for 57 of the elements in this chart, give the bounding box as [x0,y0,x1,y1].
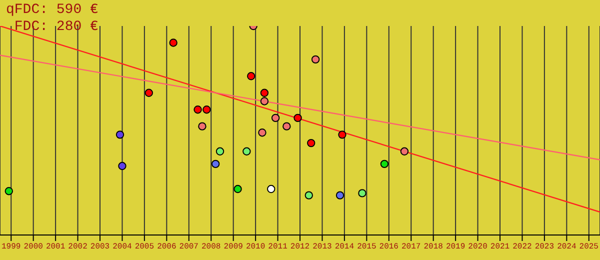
point [211,160,220,168]
x-tick-label: 2015 [357,242,376,252]
x-tick-label: 2008 [202,242,221,252]
text: qFDC: 590 € [6,2,98,19]
point [258,128,266,137]
x-tick-label: 2025 [579,242,599,252]
x-tick-label: 2019 [446,242,466,252]
x-tick-label: 2016 [379,242,399,252]
point [144,88,153,97]
x-tick-label: 2004 [112,242,132,252]
point [202,106,211,114]
x-tick-label: 2012 [290,242,310,252]
x-tick-label: 2022 [512,242,532,252]
point [282,122,291,130]
x-tick-label: 2006 [157,242,176,252]
x-tick-label: 2020 [468,242,488,252]
x-tick-label: 2009 [224,242,244,252]
point [260,97,269,106]
point [198,122,206,130]
annotation: FDC: 280 € [13,19,98,36]
point [307,138,316,148]
point [216,147,224,156]
point [194,106,202,114]
point [118,162,126,170]
x-tick-label: 2013 [312,242,332,252]
point [234,184,242,194]
x-tick-label: 2024 [557,242,576,252]
x-tick-label: 2023 [534,242,554,252]
x-tick-label: 2010 [246,242,266,252]
x-tick-label: 1999 [2,242,21,252]
point [338,130,346,139]
point [242,147,251,156]
x-tick-label: 2001 [46,242,66,252]
point [358,189,366,198]
point [336,191,344,200]
point [247,72,256,80]
point [294,114,302,122]
x-tick-label: 2014 [334,242,354,252]
point [116,130,124,139]
x-tick-label: 2011 [268,242,288,252]
x-tick-label: 2005 [134,242,154,252]
x-tick-label: 2017 [402,242,421,252]
x-tick-label: 2002 [68,242,88,252]
x-tick-label: 2007 [179,242,199,252]
x-tick-label: 2000 [24,242,44,252]
point [380,160,389,168]
point [267,184,276,194]
point [260,88,269,97]
point [169,38,178,47]
point [271,114,280,122]
x-tick-label: 2021 [490,242,510,252]
point [304,191,313,200]
point [311,55,320,64]
point [400,147,409,156]
x-tick-label: 2018 [424,242,444,252]
x-tick-label: 2003 [90,242,110,252]
point [4,187,13,196]
